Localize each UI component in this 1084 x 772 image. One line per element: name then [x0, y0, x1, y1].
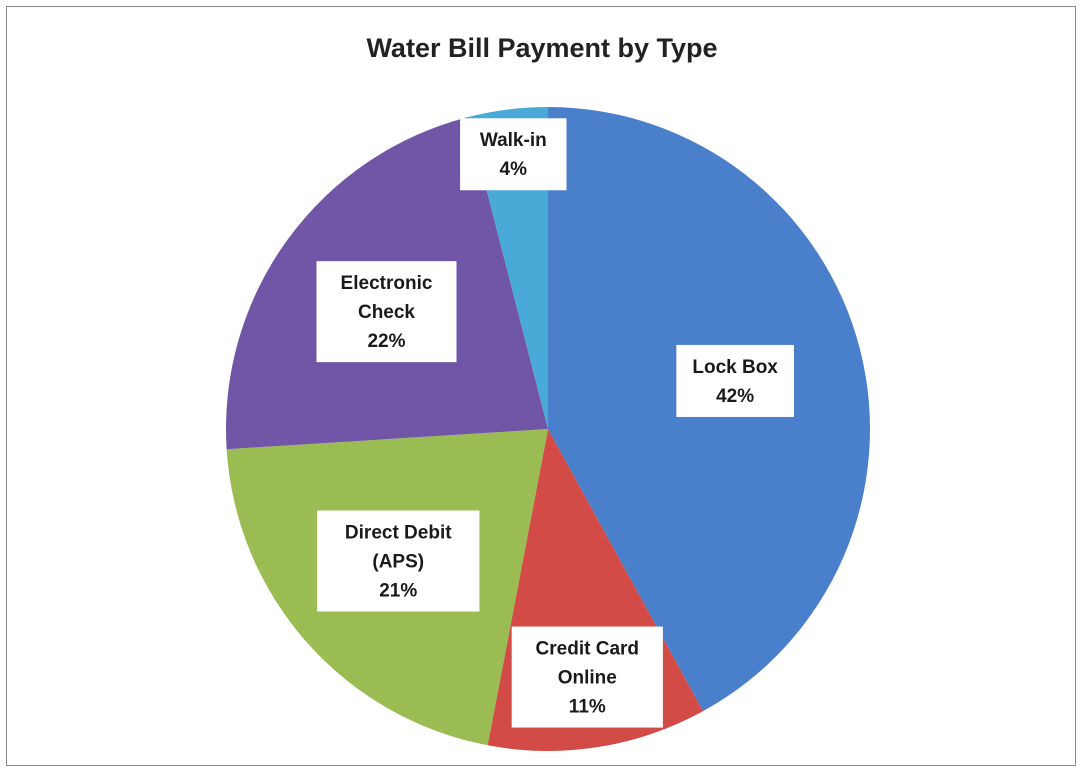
slice-label-electronic-check: Electronic Check 22%	[316, 261, 457, 363]
slice-label-direct-debit-aps: Direct Debit (APS) 21%	[317, 510, 480, 612]
slice-label-credit-card-online: Credit Card Online 11%	[511, 626, 663, 728]
slice-label-box	[317, 510, 480, 612]
pie-chart: Lock Box 42% Credit Card Online 11% Direct De…	[226, 107, 870, 752]
slice-label-lock-box: Lock Box 42%	[676, 344, 794, 417]
slice-label-box	[316, 261, 457, 363]
slice-category-label: Credit Card	[536, 638, 639, 659]
slice-category-label: (APS)	[372, 551, 424, 572]
slice-percent-label: 42%	[716, 386, 754, 407]
slice-label-box	[676, 344, 794, 417]
slice-category-label: Online	[558, 667, 617, 688]
slice-percent-label: 4%	[500, 159, 528, 180]
slice-category-label: Walk-in	[480, 130, 547, 151]
slice-percent-label: 11%	[569, 696, 606, 717]
slice-category-label: Check	[358, 302, 415, 323]
slice-category-label: Direct Debit	[345, 522, 452, 543]
chart-frame: Water Bill Payment by Type Lock Box 42% Cr…	[6, 6, 1076, 766]
slice-category-label: Electronic	[341, 273, 433, 294]
slice-percent-label: 22%	[367, 331, 405, 352]
chart-title: Water Bill Payment by Type	[366, 33, 718, 63]
slice-label-box	[460, 118, 567, 191]
slice-percent-label: 21%	[379, 580, 417, 601]
slice-label-walk-in: Walk-in 4%	[460, 118, 567, 191]
slice-label-box	[511, 626, 663, 728]
slice-category-label: Lock Box	[692, 357, 778, 378]
pie-labels: Lock Box 42% Credit Card Online 11% Direct De…	[316, 118, 794, 728]
